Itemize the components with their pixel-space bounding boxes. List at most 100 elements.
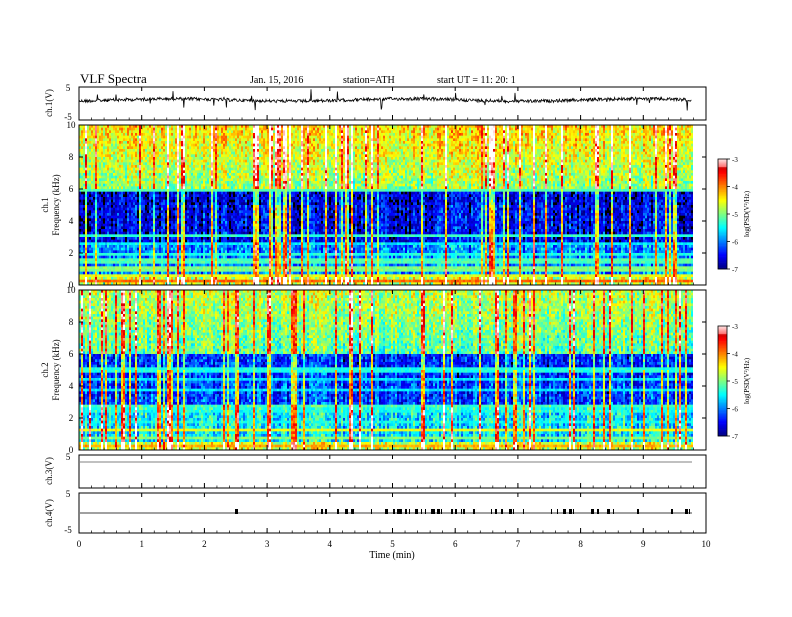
spec1-cell <box>81 245 83 248</box>
spec1-cell <box>93 213 95 216</box>
spec1-cell <box>101 136 103 139</box>
spec1-cell <box>95 170 97 173</box>
spec1-cell <box>93 248 95 251</box>
spec1-cell <box>85 280 87 283</box>
spec1-cell <box>91 200 93 203</box>
spec1-cell <box>89 224 91 227</box>
spec1-cell <box>81 133 83 136</box>
spec1-cell <box>81 224 83 227</box>
spec1-cell <box>95 146 97 149</box>
spec1-cell <box>85 136 87 139</box>
spec1-cell <box>85 205 87 208</box>
spec1-cell <box>83 192 85 195</box>
spec1-cell <box>99 280 101 283</box>
spec1-cell <box>95 130 97 133</box>
spec1-cell <box>99 154 101 157</box>
spec1-cell <box>95 264 97 267</box>
spec1-cell <box>85 240 87 243</box>
spec1-cell <box>95 176 97 179</box>
spec1-cell <box>83 202 85 205</box>
spec1-cell <box>87 240 89 243</box>
spec1-cell <box>85 232 87 235</box>
spec1-cell <box>85 274 87 277</box>
spec1-cell <box>101 128 103 131</box>
spec1-cell <box>93 157 95 160</box>
spec1-cell <box>85 165 87 168</box>
spec1-cell <box>89 250 91 253</box>
spec1-cell <box>85 213 87 216</box>
spec1-cell <box>87 218 89 221</box>
spec1-cell <box>81 280 83 283</box>
spec1-cell <box>89 149 91 152</box>
spec1-cell <box>97 138 99 141</box>
spec1-cell <box>85 192 87 195</box>
spec1-cell <box>85 160 87 163</box>
spec1-cell <box>81 248 83 251</box>
spec1-cell <box>95 194 97 197</box>
spec1-cell <box>85 277 87 280</box>
spec1-cell <box>81 192 83 195</box>
spec1-cell <box>93 224 95 227</box>
spec1-cell <box>81 176 83 179</box>
spec1-cell <box>91 253 93 256</box>
spec1-cell <box>95 248 97 251</box>
spec1-cell <box>93 232 95 235</box>
spec1-cell <box>99 261 101 264</box>
spec1-cell <box>99 136 101 139</box>
spec1-cell <box>93 138 95 141</box>
spec1-cell <box>89 229 91 232</box>
spec1-cell <box>99 253 101 256</box>
spec1-cell <box>85 168 87 171</box>
spec1-cell <box>99 165 101 168</box>
spec1-cell <box>95 258 97 261</box>
spec1-cell <box>91 248 93 251</box>
spec1-cell <box>93 280 95 283</box>
spec1-cell <box>83 274 85 277</box>
spec1-cell <box>101 144 103 147</box>
spec1-cell <box>87 234 89 237</box>
spec1-cell <box>81 162 83 165</box>
spec1-cell <box>83 208 85 211</box>
spec1-cell <box>93 186 95 189</box>
spec1-cell <box>89 272 91 275</box>
spec1-cell <box>101 184 103 187</box>
spec1-cell <box>87 176 89 179</box>
spec1-cell <box>83 178 85 181</box>
spec1-cell <box>83 210 85 213</box>
spec1-cell <box>85 181 87 184</box>
spec1-cell <box>85 272 87 275</box>
spec1-cell <box>93 160 95 163</box>
spec1-cell <box>97 173 99 176</box>
spec1-cell <box>97 245 99 248</box>
spec1-cell <box>81 261 83 264</box>
spec1-cell <box>95 186 97 189</box>
spec1-cell <box>81 194 83 197</box>
spec1-cell <box>87 200 89 203</box>
spec1-cell <box>83 250 85 253</box>
spec1-cell <box>87 173 89 176</box>
spec1-cell <box>89 194 91 197</box>
spec1-cell <box>89 178 91 181</box>
spec1-cell <box>97 184 99 187</box>
spec1-cell <box>83 130 85 133</box>
spec1-cell <box>99 168 101 171</box>
spec1-cell <box>81 152 83 155</box>
spec1-cell <box>91 162 93 165</box>
spec1-cell <box>93 136 95 139</box>
spec1-cell <box>81 170 83 173</box>
spec1-cell <box>99 197 101 200</box>
spec1-cell <box>95 141 97 144</box>
spec1-cell <box>97 205 99 208</box>
spec1-cell <box>83 144 85 147</box>
spec1-cell <box>83 154 85 157</box>
spec1-cell <box>97 141 99 144</box>
spec1-cell <box>93 218 95 221</box>
spec1-cell <box>83 269 85 272</box>
spec1-cell <box>99 160 101 163</box>
spec1-cell <box>91 274 93 277</box>
spec1-cell <box>83 181 85 184</box>
spec1-cell <box>91 144 93 147</box>
spec1-cell <box>95 261 97 264</box>
spec1-cell <box>91 152 93 155</box>
